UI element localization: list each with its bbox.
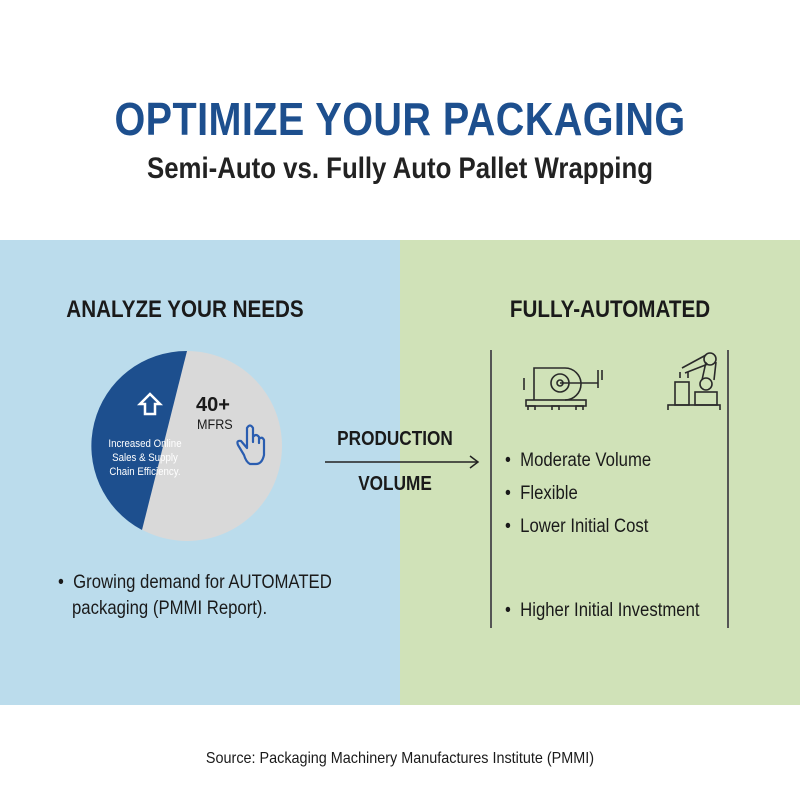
pie-gray-value: 40+ <box>196 394 230 416</box>
arrow-bottom-label: VOLUME <box>358 473 432 495</box>
robotic-arm-icon <box>667 352 721 410</box>
bullet-text: Moderate Volume <box>520 450 652 471</box>
bullet-text: Higher Initial Investment <box>520 600 700 621</box>
pie-blue-slice <box>91 350 187 530</box>
right-bullet: • Flexible <box>505 483 578 505</box>
pie-blue-label: Increased Online Sales & Supply Chain Ef… <box>105 437 184 479</box>
pie-chart <box>91 350 282 541</box>
bullet-text: Flexible <box>520 483 578 504</box>
arrow-top-label: PRODUCTION <box>337 428 453 450</box>
left-bullet: • Growing demand for AUTOMATED <box>58 572 332 594</box>
left-bullet-cont: packaging (PMMI Report). <box>72 598 268 619</box>
pie-blue-label-line: Sales & Supply <box>112 452 178 464</box>
source-footer: Source: Packaging Machinery Manufactures… <box>205 750 595 767</box>
divider-left <box>490 350 492 628</box>
divider-right <box>727 350 729 628</box>
right-heading: FULLY-AUTOMATED <box>509 296 711 323</box>
left-heading: ANALYZE YOUR NEEDS <box>66 296 304 323</box>
page-subtitle: Semi-Auto vs. Fully Auto Pallet Wrapping <box>146 152 654 185</box>
pie-gray-label: MFRS <box>197 416 233 432</box>
pie-blue-label-line: Increased Online <box>108 438 182 450</box>
bullet-text: Growing demand for AUTOMATED <box>73 572 332 593</box>
pie-blue-label-line: Chain Efficiency. <box>109 466 181 478</box>
right-bullet: • Moderate Volume <box>505 450 651 472</box>
bullet-dot: • <box>505 450 521 471</box>
stretch-wrapper-icon <box>523 367 603 410</box>
pointing-hand-icon <box>236 424 266 466</box>
machine-icons <box>523 352 721 410</box>
arrow-up-icon <box>136 392 164 416</box>
arrow-icon <box>325 455 480 469</box>
right-bullet: • Higher Initial Investment <box>505 600 700 622</box>
bullet-dot: • <box>505 600 521 621</box>
bullet-text: Lower Initial Cost <box>520 516 649 537</box>
bullet-dot: • <box>505 483 521 504</box>
page-title: OPTIMIZE YOUR PACKAGING <box>114 93 686 145</box>
right-panel <box>400 240 800 705</box>
right-bullet: • Lower Initial Cost <box>505 516 648 538</box>
bullet-dot: • <box>505 516 521 537</box>
bullet-dot: • <box>58 572 74 593</box>
